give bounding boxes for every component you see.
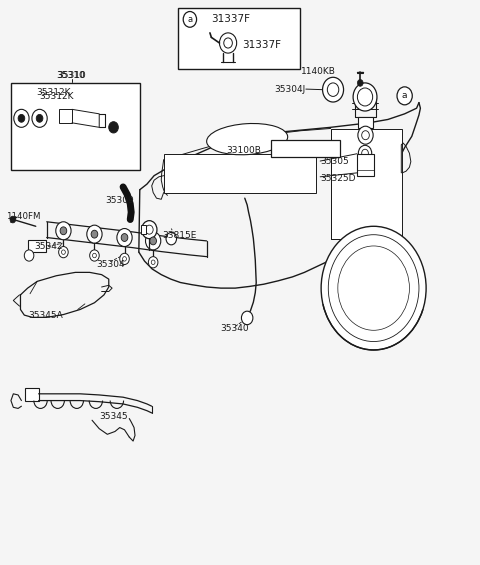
Bar <box>25 388 38 401</box>
Circle shape <box>353 83 377 111</box>
Circle shape <box>219 33 237 53</box>
Text: 33100B: 33100B <box>227 146 262 155</box>
Bar <box>178 8 300 69</box>
Circle shape <box>150 237 156 245</box>
Circle shape <box>87 225 102 243</box>
Bar <box>141 225 146 233</box>
Circle shape <box>24 250 34 261</box>
Circle shape <box>358 126 373 144</box>
Bar <box>359 116 372 128</box>
Circle shape <box>18 114 25 122</box>
Circle shape <box>142 221 157 238</box>
Ellipse shape <box>207 124 288 155</box>
Text: 1140KB: 1140KB <box>300 67 336 76</box>
Text: 35325D: 35325D <box>320 174 356 183</box>
Text: 35310: 35310 <box>56 71 85 80</box>
Text: 35312K: 35312K <box>39 93 73 102</box>
Text: a: a <box>402 92 408 101</box>
Circle shape <box>183 11 197 27</box>
Bar <box>331 129 402 238</box>
Circle shape <box>359 145 372 161</box>
Circle shape <box>358 88 372 106</box>
Text: 35340: 35340 <box>220 324 249 333</box>
Circle shape <box>60 227 67 234</box>
Text: 35310: 35310 <box>58 71 86 80</box>
Bar <box>357 154 374 176</box>
Bar <box>59 110 72 123</box>
Text: 35304J: 35304J <box>275 85 306 94</box>
Circle shape <box>241 311 253 325</box>
Circle shape <box>328 234 419 341</box>
Circle shape <box>14 110 29 127</box>
Circle shape <box>323 77 344 102</box>
Circle shape <box>90 250 99 261</box>
Circle shape <box>122 257 126 261</box>
Circle shape <box>362 131 369 140</box>
Text: 31337F: 31337F <box>242 40 281 50</box>
Text: 35345A: 35345A <box>28 311 63 320</box>
Circle shape <box>120 253 129 264</box>
Circle shape <box>338 246 409 331</box>
Circle shape <box>109 121 118 133</box>
Circle shape <box>145 225 153 234</box>
Text: 35342: 35342 <box>34 242 62 251</box>
Circle shape <box>117 228 132 246</box>
Circle shape <box>166 232 177 245</box>
Text: 35345: 35345 <box>99 412 128 421</box>
Circle shape <box>121 233 128 241</box>
Text: 33815E: 33815E <box>163 231 197 240</box>
Circle shape <box>91 230 98 238</box>
Circle shape <box>93 253 96 258</box>
Circle shape <box>327 83 339 97</box>
Circle shape <box>56 222 71 240</box>
Text: a: a <box>187 15 192 24</box>
Circle shape <box>36 114 43 122</box>
Circle shape <box>397 87 412 105</box>
Circle shape <box>151 260 155 264</box>
Text: 35309: 35309 <box>106 197 134 206</box>
Circle shape <box>358 80 363 86</box>
Bar <box>271 140 340 157</box>
Text: 1140FM: 1140FM <box>6 212 41 221</box>
Circle shape <box>145 232 161 250</box>
Bar <box>28 240 46 252</box>
Text: 35312K: 35312K <box>36 88 71 97</box>
Bar <box>11 83 140 170</box>
Text: 35305: 35305 <box>320 157 349 166</box>
Circle shape <box>59 246 68 258</box>
Circle shape <box>61 250 65 254</box>
Circle shape <box>321 226 426 350</box>
Circle shape <box>32 110 47 127</box>
Circle shape <box>148 257 158 268</box>
Circle shape <box>362 149 368 157</box>
Text: 31337F: 31337F <box>211 14 251 24</box>
Circle shape <box>10 216 16 223</box>
Circle shape <box>224 38 232 48</box>
Bar <box>164 154 316 193</box>
Text: 35304: 35304 <box>96 260 124 269</box>
